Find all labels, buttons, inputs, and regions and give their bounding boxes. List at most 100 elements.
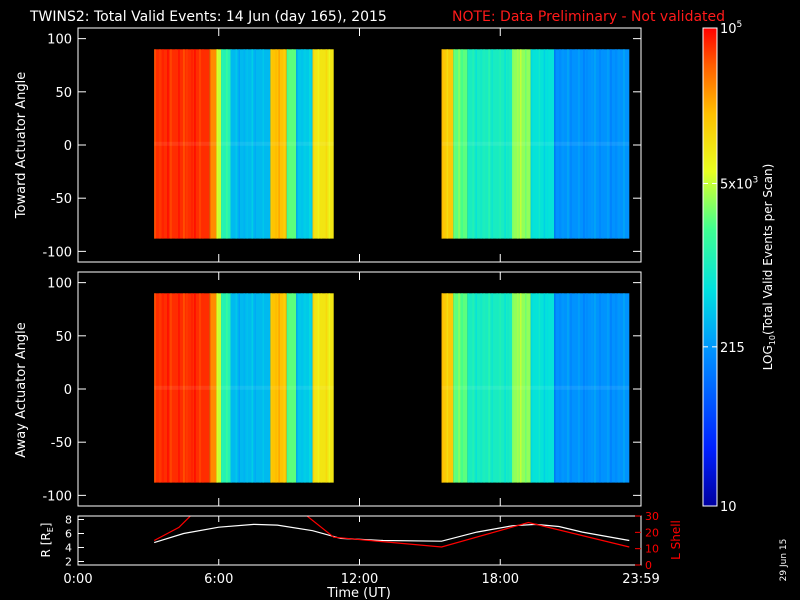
y-tick-label: 50 bbox=[55, 330, 72, 345]
heatmap-cell bbox=[209, 49, 211, 239]
heatmap-cell bbox=[543, 49, 546, 239]
heatmap-cell bbox=[467, 49, 469, 239]
heatmap-cell bbox=[162, 293, 164, 483]
heatmap-cell bbox=[154, 49, 156, 239]
heatmap-cell bbox=[254, 49, 256, 239]
heatmap-cell bbox=[301, 49, 303, 239]
heatmap-cell bbox=[491, 49, 493, 239]
heatmap-cell bbox=[554, 49, 556, 239]
heatmap-cell bbox=[453, 293, 455, 483]
heatmap-cell bbox=[538, 49, 541, 239]
heatmap-cell bbox=[317, 293, 320, 483]
heatmap-cell bbox=[246, 293, 248, 483]
x-tick-label: 12:00 bbox=[341, 572, 378, 587]
heatmap-cell bbox=[167, 293, 169, 483]
radius-line bbox=[154, 523, 630, 544]
heatmap-cell bbox=[154, 293, 156, 483]
heatmap-cell bbox=[615, 49, 617, 239]
heatmap-cell bbox=[496, 49, 498, 239]
heatmap-cell bbox=[230, 293, 232, 483]
heatmap-cell bbox=[194, 49, 196, 239]
heatmap-cell bbox=[312, 49, 315, 239]
heatmap-cell bbox=[570, 293, 572, 483]
heatmap-cell bbox=[270, 49, 272, 239]
heatmap-cell bbox=[578, 49, 580, 239]
heatmap-cell bbox=[591, 49, 593, 239]
heatmap-center-band bbox=[154, 141, 334, 146]
heatmap-cell bbox=[480, 293, 482, 483]
heatmap-cell bbox=[615, 293, 617, 483]
heatmap-cell bbox=[562, 293, 564, 483]
colorbar-tick-label: 105 bbox=[720, 20, 742, 37]
heatmap-cell bbox=[286, 49, 289, 239]
y-tick-label: 8 bbox=[65, 514, 72, 527]
heatmap-cell bbox=[159, 293, 161, 483]
heatmap-cell bbox=[186, 293, 188, 483]
heatmap-cell bbox=[530, 49, 533, 239]
heatmap-cell bbox=[328, 293, 331, 483]
heatmap-cell bbox=[467, 293, 469, 483]
heatmap-cell bbox=[216, 293, 222, 483]
heatmap-cell bbox=[441, 49, 444, 239]
heatmap-cell bbox=[238, 49, 240, 239]
heatmap-cell bbox=[194, 293, 196, 483]
heatmap-cell bbox=[304, 293, 306, 483]
heatmap-cell bbox=[496, 293, 498, 483]
heatmap-cell bbox=[243, 49, 245, 239]
colorbar: LOG10(Total Valid Events per Scan) 105 5x… bbox=[702, 20, 777, 515]
heatmap-cell bbox=[191, 49, 193, 239]
away-actuator-panel: Away Actuator Angle 100 50 0 -50 -100 bbox=[14, 271, 642, 507]
heatmap-cell bbox=[453, 49, 468, 239]
heatmap-cell bbox=[230, 49, 232, 239]
heatmap-cell bbox=[602, 49, 604, 239]
heatmap-cell bbox=[559, 49, 561, 239]
heatmap-cell bbox=[586, 293, 588, 483]
heatmap-cell bbox=[488, 293, 490, 483]
heatmap-cell bbox=[618, 49, 620, 239]
heatmap-cell bbox=[296, 293, 298, 483]
heatmap-center-band bbox=[441, 141, 630, 146]
heatmap-cell bbox=[259, 49, 261, 239]
heatmap-cell bbox=[594, 293, 596, 483]
heatmap-cell bbox=[441, 293, 444, 483]
heatmap-cell bbox=[623, 293, 625, 483]
heatmap-cell bbox=[254, 293, 256, 483]
preliminary-note: NOTE: Data Preliminary - Not validated bbox=[452, 9, 725, 25]
heatmap-cell bbox=[170, 293, 172, 483]
time-axis: Time (UT) 0:00 6:00 12:00 18:00 23:59 bbox=[63, 572, 659, 600]
heatmap-cell bbox=[453, 49, 455, 239]
heatmap-cell bbox=[599, 49, 601, 239]
heatmap-cell bbox=[583, 49, 585, 239]
heatmap-cell bbox=[199, 293, 201, 483]
l-shell-line bbox=[153, 516, 192, 542]
heatmap-cell bbox=[221, 293, 223, 483]
heatmap-cell bbox=[209, 293, 217, 483]
heatmap-cell bbox=[610, 49, 612, 239]
heatmap-cell bbox=[475, 49, 477, 239]
heatmap-cell bbox=[520, 293, 522, 483]
heatmap-cell bbox=[507, 293, 509, 483]
heatmap-cell bbox=[567, 293, 569, 483]
heatmap-cell bbox=[309, 49, 311, 239]
heatmap-cell bbox=[554, 293, 556, 483]
heatmap-cell bbox=[488, 49, 490, 239]
heatmap-cell bbox=[226, 49, 228, 239]
heatmap-cell bbox=[535, 49, 538, 239]
heatmap-cell bbox=[286, 49, 297, 239]
heatmap-cell bbox=[546, 49, 549, 239]
x-tick-label: 23:59 bbox=[622, 572, 659, 587]
heatmap-cell bbox=[583, 293, 585, 483]
heatmap-cell bbox=[461, 293, 463, 483]
heatmap-cell bbox=[191, 293, 193, 483]
heatmap-cell bbox=[610, 293, 612, 483]
heatmap-cell bbox=[320, 49, 323, 239]
heatmap-cell bbox=[283, 293, 285, 483]
heatmap-cell bbox=[504, 49, 506, 239]
heatmap-cell bbox=[291, 49, 294, 239]
heatmap-cell bbox=[472, 293, 474, 483]
heatmap-cell bbox=[594, 49, 596, 239]
heatmap-cell bbox=[530, 293, 533, 483]
heatmap-cell bbox=[170, 49, 172, 239]
heatmap-cell bbox=[270, 293, 272, 483]
